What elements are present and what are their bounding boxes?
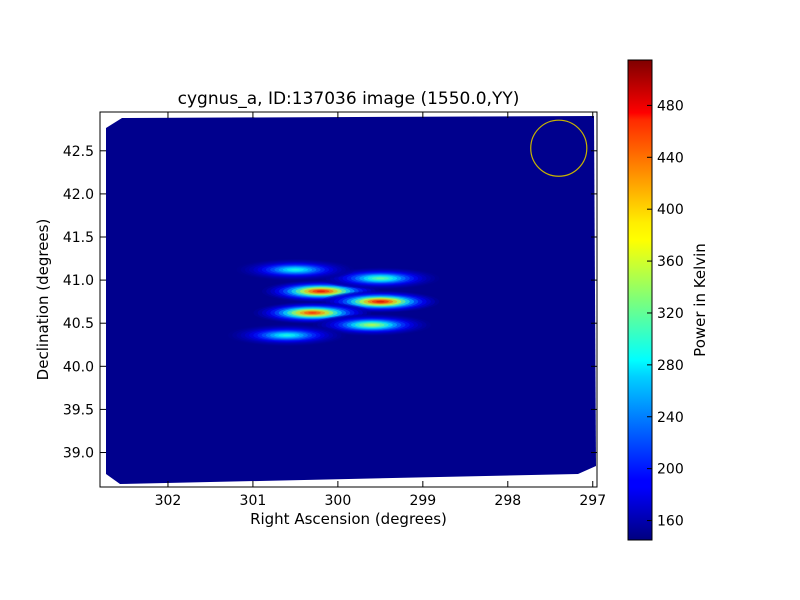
x-tick-label: 302 [155,493,182,509]
x-tick-label: 298 [494,493,521,509]
x-tick-label: 297 [579,493,606,509]
y-tick-label: 42.5 [63,144,94,160]
colorbar-tick-label: 480 [657,98,684,114]
colorbar [627,59,653,541]
beam-circle-outline [530,119,588,177]
y-tick-label: 42.0 [63,187,94,203]
heatmap-source-4 [312,314,431,336]
heatmap-source-7 [228,324,346,347]
heatmap-source-1 [261,280,380,303]
colorbar-tick-label: 440 [657,150,684,166]
y-tick-label: 41.0 [63,273,94,289]
x-tick-label: 301 [240,493,267,509]
heatmap-source-3 [253,302,372,324]
plot-frame [99,111,598,488]
colorbar-tick-label: 360 [657,254,684,270]
colorbar-tick-label: 200 [657,462,684,478]
y-tick-label: 40.0 [63,359,94,375]
x-tick-label: 299 [409,493,436,509]
x-tick-label: 300 [325,493,352,509]
heatmap-image [106,116,596,484]
colorbar-ticks: 160 200 240 280 320 360 400 440 480 [647,98,684,530]
colorbar-tick-label: 400 [657,202,684,218]
colorbar-label: Power in Kelvin [691,243,709,357]
colorbar-tick-label: 160 [657,514,684,530]
y-tick-label: 39.0 [63,446,94,462]
x-axis-label: Right Ascension (degrees) [250,510,447,528]
y-tick-label: 40.5 [63,316,94,332]
heatmap-source-5 [321,267,440,290]
x-axis: 302 301 300 299 298 297 [155,112,606,509]
y-tick-label: 39.5 [63,402,94,418]
y-axis: 39.0 39.5 40.0 40.5 41.0 41.5 42.0 42.5 [63,144,597,462]
colorbar-tick-label: 320 [657,306,684,322]
y-tick-label: 41.5 [63,230,94,246]
chart-title: cygnus_a, ID:137036 image (1550.0,YY) [178,89,520,109]
beam-circle [530,119,588,177]
heatmap-source-6 [236,258,355,281]
colorbar-tick-label: 280 [657,358,684,374]
y-axis-label: Declination (degrees) [34,219,52,381]
colorbar-tick-label: 240 [657,410,684,426]
